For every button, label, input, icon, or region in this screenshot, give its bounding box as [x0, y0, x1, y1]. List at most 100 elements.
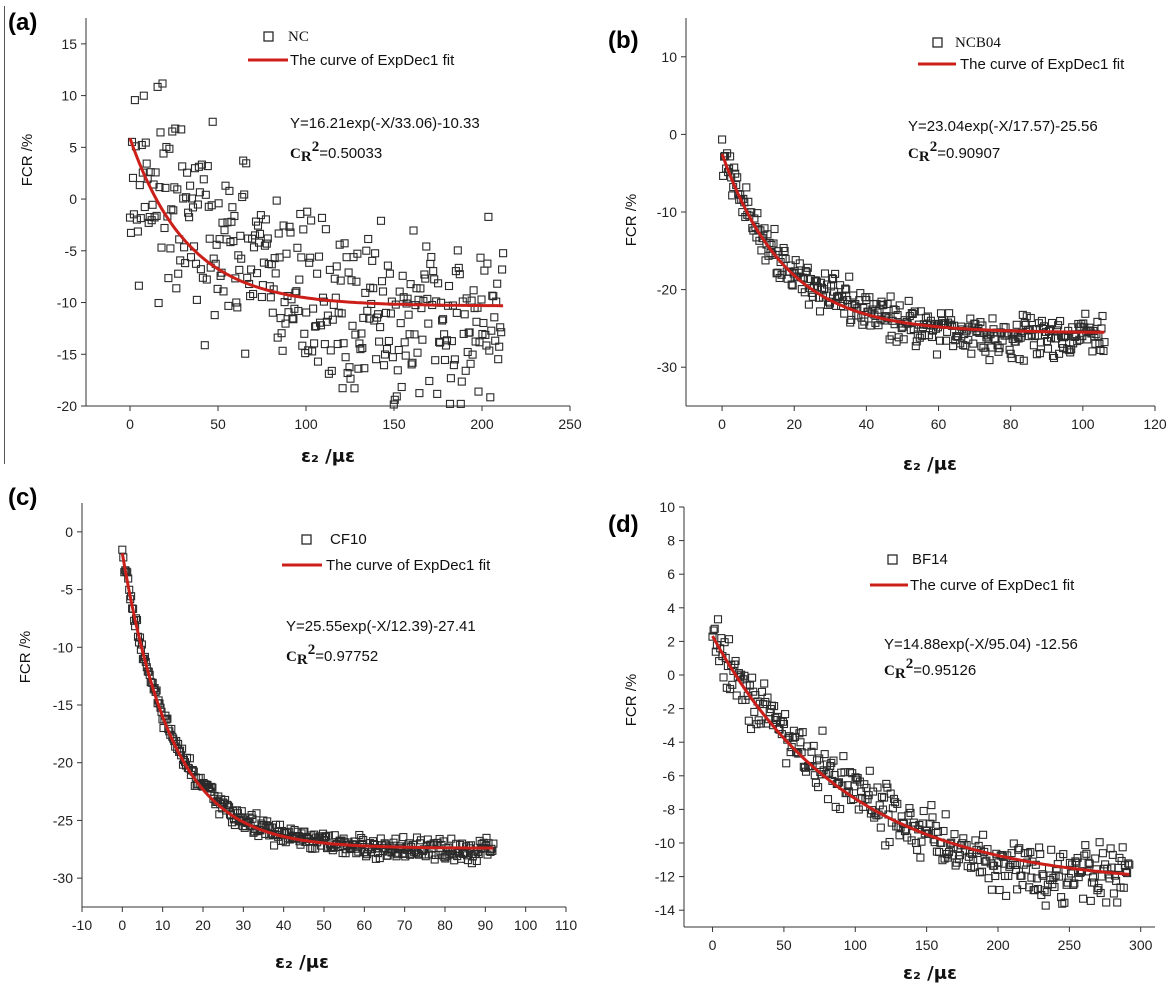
data-point — [446, 374, 455, 383]
data-point — [1086, 896, 1095, 905]
data-point — [447, 337, 456, 346]
data-point — [808, 762, 817, 771]
data-point — [204, 202, 213, 211]
x-tick-label: 120 — [1143, 416, 1167, 432]
data-point — [449, 361, 458, 370]
data-point — [272, 196, 281, 205]
data-point — [345, 363, 354, 372]
x-tick-label: -10 — [72, 917, 92, 933]
data-point — [981, 347, 990, 356]
data-point — [1019, 356, 1028, 365]
data-point — [1092, 865, 1101, 874]
data-point — [846, 318, 855, 327]
data-point — [1084, 858, 1093, 867]
data-point — [969, 339, 978, 348]
data-point — [803, 263, 812, 272]
data-point — [933, 827, 943, 836]
data-point — [372, 355, 381, 364]
r2-symbol: C — [286, 649, 297, 665]
data-point — [368, 256, 377, 265]
data-point — [1098, 849, 1107, 858]
data-point — [444, 281, 454, 291]
data-point — [1094, 883, 1103, 893]
data-point — [967, 349, 976, 358]
data-point — [798, 728, 807, 737]
data-point — [209, 254, 218, 263]
data-point — [829, 756, 838, 765]
data-point — [759, 700, 768, 709]
fit-equation: Y=14.88exp(-X/95.04) -12.56 — [884, 636, 1078, 653]
y-tick-label: 0 — [65, 524, 73, 540]
data-point — [941, 810, 950, 819]
data-point — [317, 213, 327, 222]
data-point — [788, 281, 797, 290]
data-point — [489, 839, 498, 848]
data-point — [177, 125, 186, 134]
r2-value: =0.97752 — [315, 648, 378, 665]
data-point — [945, 309, 954, 318]
data-point — [820, 750, 829, 759]
data-point — [724, 635, 734, 644]
r2-superscript: 2 — [308, 642, 316, 658]
data-point — [416, 284, 425, 293]
legend-fit-label: The curve of ExpDec1 fit — [290, 52, 455, 69]
data-point — [135, 181, 144, 190]
data-point — [710, 624, 719, 633]
data-point — [232, 298, 241, 307]
data-point — [1073, 337, 1082, 346]
data-point — [429, 267, 438, 276]
data-point — [1125, 860, 1134, 869]
data-point — [809, 741, 818, 750]
data-point — [324, 369, 333, 378]
data-point — [719, 673, 728, 682]
data-point — [353, 249, 362, 258]
data-point — [178, 744, 187, 753]
data-point — [482, 341, 491, 350]
data-point — [126, 228, 136, 237]
r2-subscript: R — [301, 149, 312, 165]
data-point — [241, 349, 250, 358]
data-point — [398, 271, 407, 280]
data-point — [888, 804, 897, 813]
data-point — [302, 308, 311, 317]
data-point — [392, 392, 401, 401]
data-point — [740, 671, 749, 680]
panel-label: (b) — [608, 27, 639, 54]
data-point — [807, 747, 816, 756]
data-point — [469, 286, 478, 295]
data-point — [223, 800, 232, 809]
data-point — [203, 162, 212, 171]
legend-marker — [263, 31, 274, 42]
data-point — [1059, 344, 1068, 353]
data-point — [187, 194, 197, 203]
data-point — [456, 399, 465, 408]
data-point — [376, 323, 385, 332]
data-point — [1096, 888, 1105, 898]
data-point — [973, 855, 982, 865]
x-tick-label: 110 — [555, 917, 578, 933]
data-point — [452, 308, 461, 317]
data-point — [1048, 351, 1058, 360]
data-point — [133, 227, 142, 236]
data-point — [205, 234, 214, 243]
y-tick-label: -20 — [53, 755, 73, 771]
data-point — [726, 685, 735, 694]
data-point — [243, 273, 252, 282]
data-point — [289, 315, 298, 324]
data-point — [285, 222, 294, 231]
data-point — [1002, 891, 1011, 900]
data-point — [403, 294, 412, 303]
legend-marker — [887, 554, 898, 565]
data-point — [335, 240, 344, 249]
data-point — [1095, 838, 1104, 847]
data-point — [322, 317, 331, 326]
data-point — [148, 200, 157, 209]
data-point — [441, 341, 451, 350]
data-point — [249, 289, 258, 299]
data-point — [233, 303, 242, 312]
data-point — [141, 138, 150, 147]
legend-marker — [301, 534, 312, 545]
data-point — [1013, 885, 1022, 894]
data-point — [210, 311, 219, 320]
data-point — [351, 330, 360, 339]
